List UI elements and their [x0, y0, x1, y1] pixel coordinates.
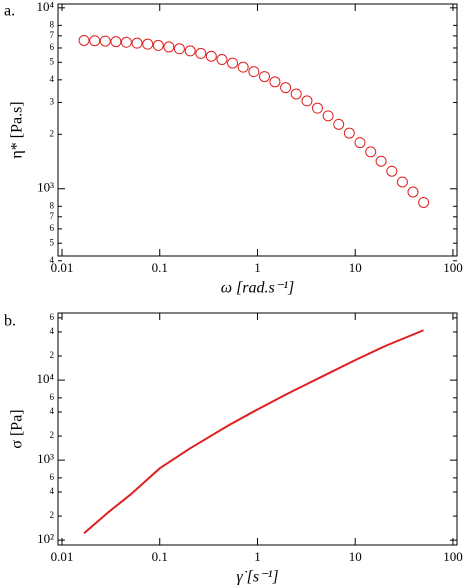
- y-axis-title: η* [Pa.s]: [9, 101, 26, 158]
- y-tick-label: 6: [50, 42, 55, 52]
- y-tick-label: 7: [50, 30, 55, 40]
- data-point: [205, 50, 217, 62]
- data-point: [269, 76, 281, 88]
- data-point: [184, 45, 196, 57]
- y-tick-label: 7: [50, 211, 55, 221]
- data-point: [343, 127, 355, 139]
- data-point: [120, 36, 132, 48]
- y-tick-label: 2: [50, 430, 55, 440]
- x-tick-label: 100: [443, 260, 463, 275]
- y-tick-label: 6: [50, 392, 55, 402]
- data-point: [78, 34, 90, 46]
- panel-label: a.: [4, 3, 15, 20]
- data-point: [163, 41, 175, 53]
- x-tick-label: 1: [254, 260, 261, 275]
- data-point: [99, 35, 111, 47]
- y-tick-label: 8: [50, 200, 55, 210]
- x-tick-label: 10: [349, 260, 362, 275]
- y-tick-label: 2: [50, 350, 55, 360]
- y-tick-label: 10²: [37, 531, 54, 546]
- data-point: [386, 165, 398, 177]
- y-tick-label: 5: [50, 56, 55, 66]
- data-point: [237, 61, 249, 73]
- y-tick-label: 10⁴: [36, 0, 54, 14]
- y-tick-label: 10³: [37, 180, 54, 195]
- data-point: [152, 39, 164, 51]
- data-line: [83, 329, 424, 535]
- plot-frame: [57, 312, 458, 546]
- data-point: [311, 102, 323, 114]
- y-tick-label: 4: [50, 486, 55, 496]
- data-point: [290, 88, 302, 100]
- data-point: [333, 118, 345, 130]
- data-point: [322, 110, 334, 122]
- x-tick-label: 100: [443, 549, 463, 564]
- data-point: [407, 186, 419, 198]
- data-point: [89, 35, 101, 47]
- data-point: [227, 57, 239, 69]
- x-axis-title: γ̇ [s⁻¹]: [236, 569, 278, 586]
- data-point: [301, 95, 313, 107]
- plot-frame: [57, 3, 458, 257]
- y-tick-label: 3: [50, 97, 55, 107]
- y-tick-label: 10⁴: [36, 371, 54, 386]
- data-point: [195, 47, 207, 59]
- data-point: [110, 36, 122, 48]
- x-axis-title: ω [rad.s⁻¹]: [221, 280, 294, 297]
- y-tick-label: 8: [50, 19, 55, 29]
- data-point: [354, 137, 366, 149]
- panel-label: b.: [4, 313, 16, 330]
- data-point: [216, 54, 228, 66]
- data-point: [259, 71, 271, 83]
- data-point: [375, 155, 387, 167]
- y-tick-label: 4: [50, 326, 55, 336]
- x-tick-label: 1: [254, 549, 261, 564]
- data-point: [365, 146, 377, 158]
- x-tick-label: 0.1: [152, 260, 168, 275]
- y-tick-label: 2: [50, 510, 55, 520]
- x-tick-label: 0.01: [51, 549, 74, 564]
- data-point: [280, 82, 292, 94]
- data-point: [396, 176, 408, 188]
- y-axis-title: σ [Pa]: [9, 409, 26, 448]
- data-point: [248, 66, 260, 78]
- y-tick-label: 5: [50, 237, 55, 247]
- y-tick-label: 6: [50, 223, 55, 233]
- y-tick-label: 2: [50, 128, 55, 138]
- y-tick-label: 4: [50, 255, 55, 265]
- x-tick-label: 0.1: [152, 549, 168, 564]
- y-tick-label: 4: [50, 74, 55, 84]
- data-point: [418, 196, 430, 208]
- x-tick-label: 10: [349, 549, 362, 564]
- data-point: [173, 43, 185, 55]
- y-tick-label: 4: [50, 406, 55, 416]
- x-tick-label: 0.01: [51, 260, 74, 275]
- y-tick-label: 6: [50, 472, 55, 482]
- y-tick-label: 10³: [37, 451, 54, 466]
- y-tick-label: 6: [50, 312, 55, 322]
- data-point: [131, 37, 143, 49]
- data-point: [142, 38, 154, 50]
